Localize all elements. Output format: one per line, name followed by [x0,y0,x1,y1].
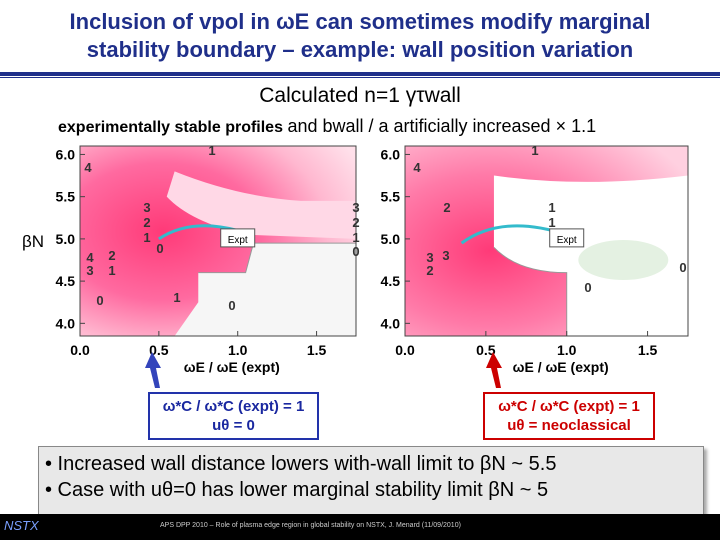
footer-text: APS DPP 2010 – Role of plasma edge regio… [160,522,461,529]
contour-label: 0 [156,241,163,256]
caption-rest: and bwall / a artificially increased × 1… [287,116,597,136]
nstx-logo: NSTX [4,518,39,533]
plot-caption: experimentally stable profiles and bwall… [58,116,596,137]
chart-area: 4.0 4.5 5.0 5.5 6.0 0.0 0.5 1.0 1.5 ωE / ωE (expt… [56,143,689,375]
stable-region-core [578,240,669,280]
title-rule-thin [0,77,720,78]
title-line-2: stability boundary – example: wall posit… [86,37,634,62]
contour-line [158,224,239,241]
contour-label: 0 [96,293,103,308]
right-heatmap-panel: 4.0 4.5 5.0 5.5 6.0 0.0 0.5 1.0 1.5 ωE / ωE (expt… [381,143,689,375]
contour-label: 0 [679,260,686,275]
left-heatmap-panel: 4.0 4.5 5.0 5.5 6.0 0.0 0.5 1.0 1.5 ωE / ωE (expt… [56,143,360,375]
x-tick-label: 1.0 [557,342,577,358]
legend-box-left: ω*C / ω*C (expt) = 1 uθ = 0 [148,392,319,440]
contour-label: 1 [173,290,180,305]
contour-label: 0 [352,244,359,259]
legend-right-line-1: ω*C / ω*C (expt) = 1 [498,398,640,415]
slide-subtitle: Calculated n=1 γτwall [259,84,461,107]
y-axis-label: βN [22,232,45,251]
y-tick-label: 4.0 [381,315,401,331]
contour-label: 2 [443,200,450,215]
contour-label: 3 [352,200,359,215]
title-rule [0,72,720,76]
y-tick-label: 4.0 [56,315,76,331]
contour-label: 2 [426,263,433,278]
x-axis-label: ωE / ωE (expt) [184,359,280,375]
contour-label: 0 [228,298,235,313]
expt-marker [220,228,256,248]
x-tick-label: 1.0 [228,342,248,358]
x-tick-label: 1.5 [638,342,658,358]
expt-marker [549,228,585,248]
bullet-box: • Increased wall distance lowers with-wa… [38,446,704,518]
arrow-right [486,352,502,388]
y-tick-label: 5.5 [381,189,401,205]
bullet-2: • Case with uθ=0 has lower marginal stab… [45,479,549,501]
y-tick-label: 6.0 [381,146,401,162]
y-tick-label: 5.0 [56,231,76,247]
legend-right-line-2: uθ = neoclassical [507,417,631,434]
x-tick-label: 0.5 [149,342,169,358]
stable-region [174,243,356,336]
title-line-1: Inclusion of vpol in ωE can sometimes mo… [69,9,651,34]
expt-marker-label: Expt [557,235,577,246]
plot-frame [79,145,357,337]
y-tick-label: 6.0 [56,146,76,162]
expt-marker-label: Expt [228,235,248,246]
x-tick-label: 0.0 [70,342,90,358]
contour-label: 3 [426,250,433,265]
x-tick-label: 0.5 [476,342,496,358]
contour-label: 1 [548,200,555,215]
caption-bold: experimentally stable profiles [58,119,283,136]
x-tick-label: 1.5 [307,342,327,358]
contour-label: 1 [352,230,359,245]
contour-line [198,242,356,274]
legend-left-line-1: ω*C / ω*C (expt) = 1 [162,398,305,415]
y-tick-label: 5.0 [381,231,401,247]
x-axis-label: ωE / ωE (expt) [513,359,609,375]
contour-label: 2 [143,215,150,230]
bullet-1: • Increased wall distance lowers with-wa… [45,453,557,475]
legend-arrows [145,352,502,388]
contour-label: 0 [584,280,591,295]
slide-title: Inclusion of vpol in ωE can sometimes mo… [0,8,720,64]
contour-label: 3 [143,200,150,215]
legend-box-right: ω*C / ω*C (expt) = 1 uθ = neoclassical [483,392,655,440]
contour-label: 2 [108,248,115,263]
plot-frame [404,145,689,337]
contour-label: 1 [208,143,215,158]
footer-bar [0,514,720,540]
light-band [166,171,356,239]
x-tick-label: 0.0 [395,342,415,358]
contour-label: 4 [84,160,92,175]
y-tick-label: 5.5 [56,189,76,205]
contour-label: 1 [143,230,150,245]
arrow-left [145,352,161,388]
y-tick-label: 4.5 [56,273,76,289]
contour-label: 1 [548,215,555,230]
contour-label: 1 [108,263,115,278]
y-tick-label: 4.5 [381,273,401,289]
legend-left-line-2: uθ = 0 [212,417,255,434]
contour-line [493,246,568,336]
contour-label: 2 [352,215,359,230]
contour-label: 1 [531,143,538,158]
contour-label: 3 [86,263,93,278]
contour-label: 4 [413,160,421,175]
contour-label: 4 [86,250,94,265]
contour-label: 3 [442,248,449,263]
